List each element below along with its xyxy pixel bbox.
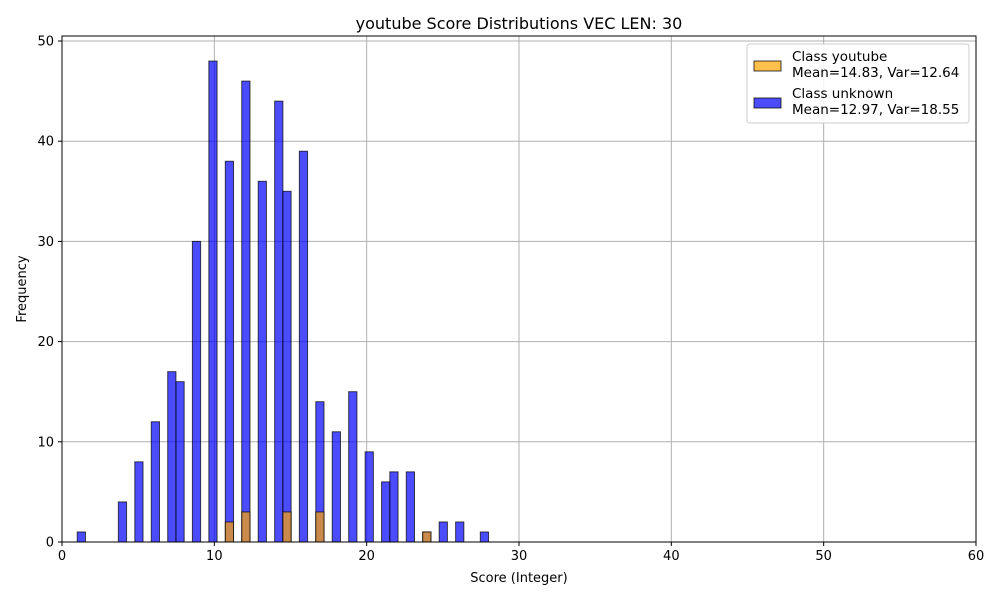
x-tick-label-0: 0 [58,549,66,564]
y-axis-label: Frequency [15,255,30,322]
y-tick-label-3: 30 [37,235,54,250]
legend-swatch-class-youtube [753,60,782,72]
bar-class-unknown-15 [331,431,341,543]
chart-title: youtube Score Distributions VEC LEN: 30 [356,14,683,33]
bar-class-unknown-12 [282,190,292,543]
bar-class-unknown-20 [405,471,415,543]
legend: Class youtube Mean=14.83, Var=12.64 Clas… [746,43,970,124]
y-tick-label-2: 20 [37,335,54,350]
legend-swatch-class-unknown [753,97,782,109]
bar-class-unknown-23 [455,521,465,543]
bar-class-unknown-5 [175,381,185,543]
bar-class-unknown-13 [298,150,309,543]
bar-class-youtube-0 [224,521,235,543]
bar-class-unknown-8 [224,160,235,543]
y-tick-label-1: 10 [37,435,54,450]
bar-class-youtube-1 [241,511,251,543]
x-tick-label-2: 20 [358,549,375,564]
bars-class-unknown [76,60,490,543]
bar-class-unknown-6 [191,240,202,543]
bar-class-unknown-17 [364,451,374,543]
x-tick-label-3: 30 [511,549,528,564]
bar-class-unknown-2 [134,461,144,543]
legend-label-class-youtube: Class youtube [792,49,887,65]
bar-class-unknown-7 [208,60,218,543]
legend-label-class-unknown: Class unknown [792,86,893,102]
bar-class-unknown-11 [274,100,284,543]
x-axis-label: Score (Integer) [470,571,567,586]
bar-class-unknown-22 [438,521,448,543]
bar-class-youtube-2 [282,511,292,543]
bar-class-unknown-19 [389,471,399,543]
bar-class-unknown-10 [257,180,267,543]
bar-class-unknown-18 [381,481,391,543]
bar-class-youtube-4 [422,531,432,543]
x-tick-label-5: 50 [815,549,832,564]
x-tick-label-1: 10 [206,549,223,564]
legend-box [746,43,970,124]
legend-stats-class-unknown: Mean=12.97, Var=18.55 [792,102,959,118]
bar-class-unknown-3 [150,421,160,543]
y-tick-label-5: 50 [37,35,54,50]
x-tick-label-6: 60 [968,549,985,564]
bar-class-unknown-4 [167,371,177,543]
bar-class-unknown-16 [348,391,358,543]
x-tick-label-4: 40 [663,549,680,564]
y-tick-label-0: 0 [46,536,54,551]
bar-class-unknown-0 [76,531,86,543]
bar-class-unknown-24 [479,531,490,543]
bar-class-youtube-3 [315,511,325,543]
bar-class-unknown-1 [117,501,128,543]
y-axis-ticks: 0 10 20 30 40 50 [37,35,62,551]
legend-stats-class-youtube: Mean=14.83, Var=12.64 [792,65,959,81]
x-axis-ticks: 0 10 20 30 40 50 60 [58,542,984,564]
bar-class-unknown-9 [241,80,251,543]
y-tick-label-4: 40 [37,135,54,150]
